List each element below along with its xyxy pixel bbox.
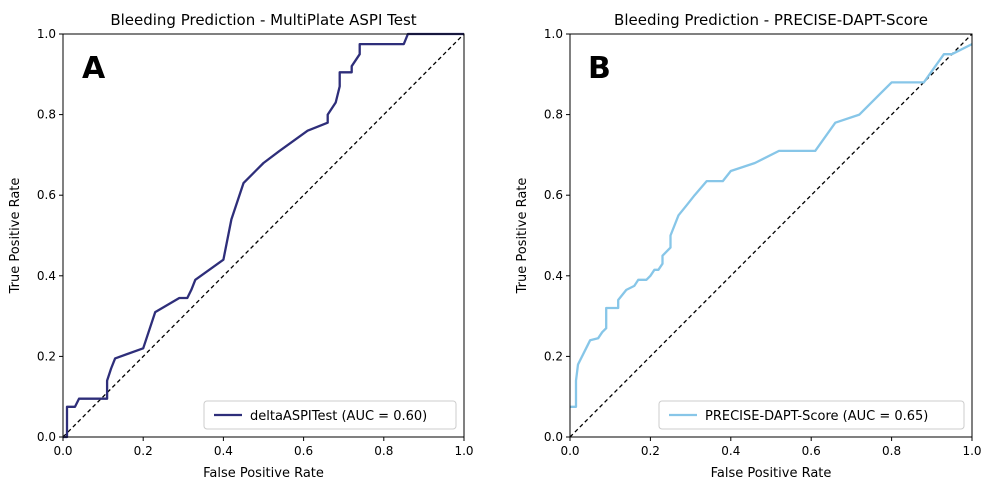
chart-title: Bleeding Prediction - MultiPlate ASPI Te… — [110, 11, 416, 29]
y-axis-label: True Positive Rate — [8, 178, 23, 295]
legend-label: deltaASPITest (AUC = 0.60) — [250, 409, 427, 424]
x-axis-label: False Positive Rate — [203, 466, 324, 481]
roc-curve-line — [570, 43, 973, 408]
y-tick-label: 0.2 — [37, 349, 56, 363]
chart-title: Bleeding Prediction - PRECISE-DAPT-Score — [614, 11, 928, 29]
y-tick-label: 0.6 — [544, 188, 563, 202]
y-tick-label: 1.0 — [544, 27, 563, 41]
panel-letter: A — [82, 51, 106, 86]
plot-area-frame — [569, 33, 973, 438]
x-tick-label: 1.0 — [962, 444, 981, 458]
roc-curve-line — [63, 32, 464, 439]
x-tick-label: 0.0 — [560, 444, 579, 458]
x-tick-label: 0.8 — [882, 444, 901, 458]
y-tick-label: 0.6 — [37, 188, 56, 202]
panel-letter: B — [588, 51, 611, 86]
x-tick-label: 0.2 — [134, 444, 153, 458]
legend: PRECISE-DAPT-Score (AUC = 0.65) — [658, 400, 965, 430]
y-tick-label: 0.4 — [544, 269, 563, 283]
y-tick-label: 1.0 — [37, 27, 56, 41]
y-axis-label: True Positive Rate — [515, 178, 530, 295]
y-tick-label: 0.4 — [37, 269, 56, 283]
x-tick-label: 0.6 — [294, 444, 313, 458]
y-tick-label: 0.2 — [544, 349, 563, 363]
x-tick-label: 0.4 — [721, 444, 740, 458]
reference-diagonal-line — [569, 33, 973, 438]
x-tick-label: 0.4 — [214, 444, 233, 458]
y-tick-label: 0.0 — [544, 430, 563, 444]
chart-panel-a: Bleeding Prediction - MultiPlate ASPI Te… — [8, 11, 474, 481]
x-tick-label: 0.6 — [802, 444, 821, 458]
plot-area-frame — [62, 33, 465, 438]
x-tick-label: 0.0 — [53, 444, 72, 458]
legend-box — [203, 400, 457, 430]
x-tick-label: 0.8 — [374, 444, 393, 458]
chart-panel-b: Bleeding Prediction - PRECISE-DAPT-Score… — [515, 11, 982, 481]
x-tick-label: 0.2 — [641, 444, 660, 458]
legend: deltaASPITest (AUC = 0.60) — [203, 400, 457, 430]
x-axis-label: False Positive Rate — [711, 466, 832, 481]
y-tick-label: 0.8 — [544, 108, 563, 122]
reference-diagonal-line — [62, 33, 465, 438]
x-tick-label: 1.0 — [454, 444, 473, 458]
y-tick-label: 0.0 — [37, 430, 56, 444]
legend-label: PRECISE-DAPT-Score (AUC = 0.65) — [705, 409, 928, 424]
legend-box — [658, 400, 965, 430]
y-tick-label: 0.8 — [37, 108, 56, 122]
